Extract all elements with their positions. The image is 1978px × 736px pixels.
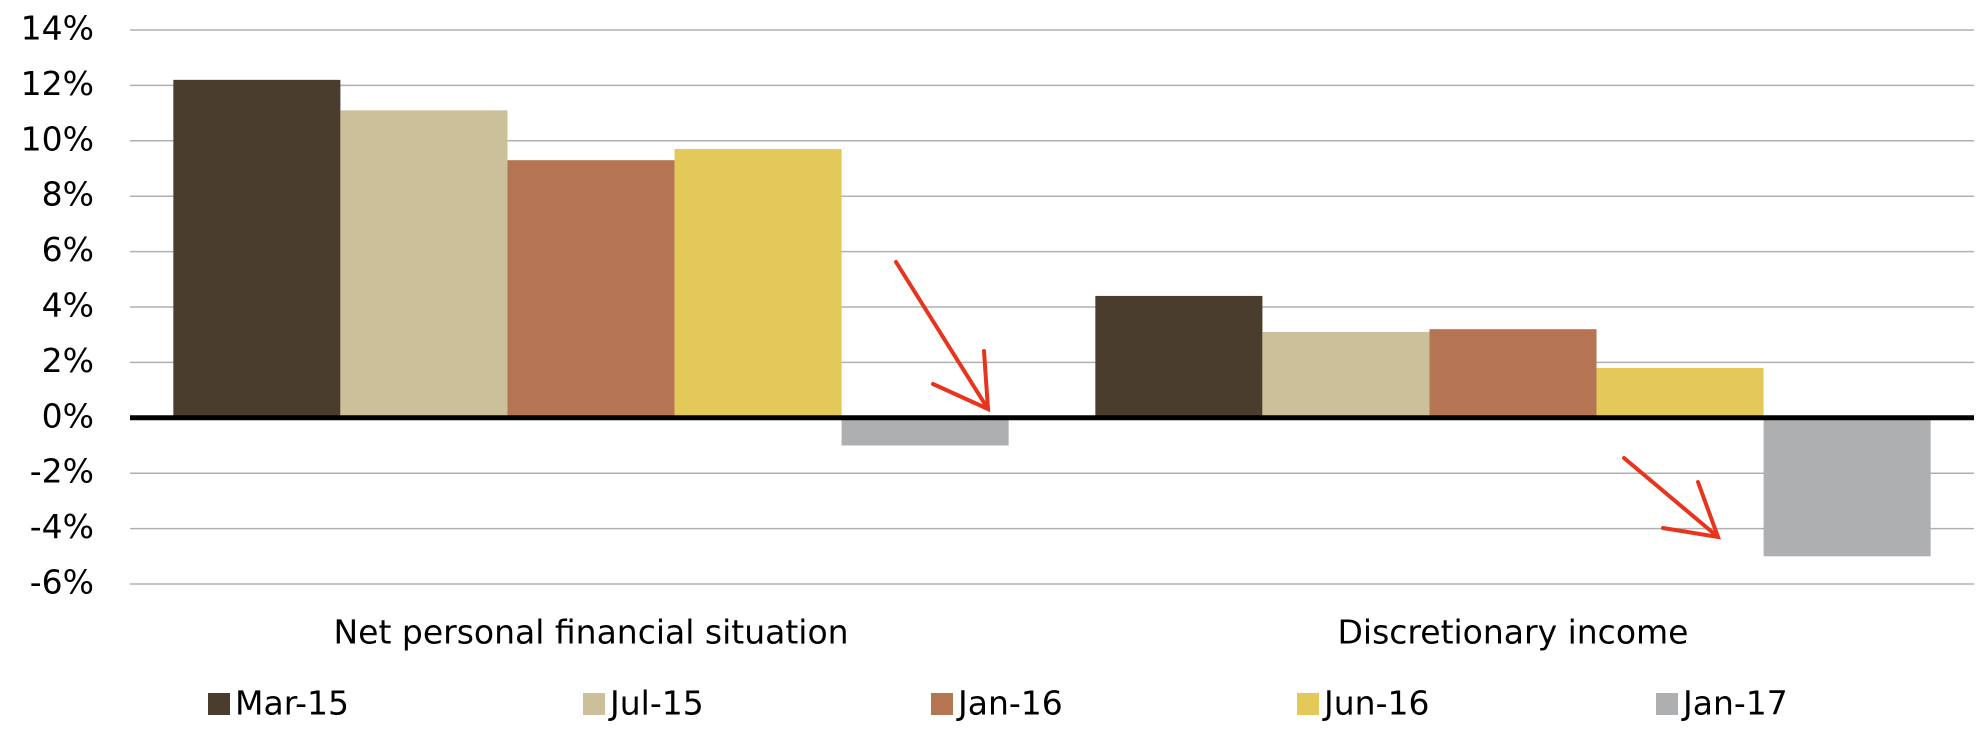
legend-swatch — [1656, 693, 1678, 715]
bar — [507, 160, 675, 418]
y-tick-label: 12% — [21, 64, 94, 103]
legend-label: Jan-16 — [956, 684, 1063, 723]
y-tick-label: 2% — [42, 341, 94, 380]
y-tick-label: -2% — [30, 452, 94, 491]
bar — [173, 79, 341, 418]
legend-swatch — [583, 693, 605, 715]
bar — [1763, 417, 1931, 557]
legend-label: Jan-17 — [1681, 684, 1788, 723]
legend-swatch — [208, 693, 230, 715]
legend-label: Jul-15 — [608, 684, 704, 723]
legend-label: Mar-15 — [235, 684, 349, 723]
bar — [841, 417, 1009, 446]
bar — [1429, 329, 1597, 418]
bar — [674, 149, 842, 418]
y-tick-label: 10% — [21, 119, 94, 158]
y-tick-label: 6% — [42, 230, 94, 269]
x-tick-label: Net personal financial situation — [333, 613, 848, 652]
arrow — [894, 260, 991, 413]
y-tick-label: -4% — [30, 507, 94, 546]
y-tick-label: 0% — [42, 396, 94, 435]
bar — [1095, 295, 1263, 418]
bar — [340, 110, 508, 418]
annotation-arrows — [894, 260, 1722, 540]
y-tick-label: 4% — [42, 286, 94, 325]
y-tick-label: 8% — [42, 175, 94, 214]
bar — [1596, 367, 1764, 418]
bar — [1262, 331, 1430, 418]
legend-swatch — [931, 693, 953, 715]
y-tick-label: 14% — [21, 9, 94, 48]
x-tick-label: Discretionary income — [1338, 613, 1689, 652]
legend-swatch — [1297, 693, 1319, 715]
legend-label: Jun-16 — [1322, 684, 1429, 723]
arrow — [1622, 456, 1722, 540]
y-tick-label: -6% — [30, 563, 94, 602]
